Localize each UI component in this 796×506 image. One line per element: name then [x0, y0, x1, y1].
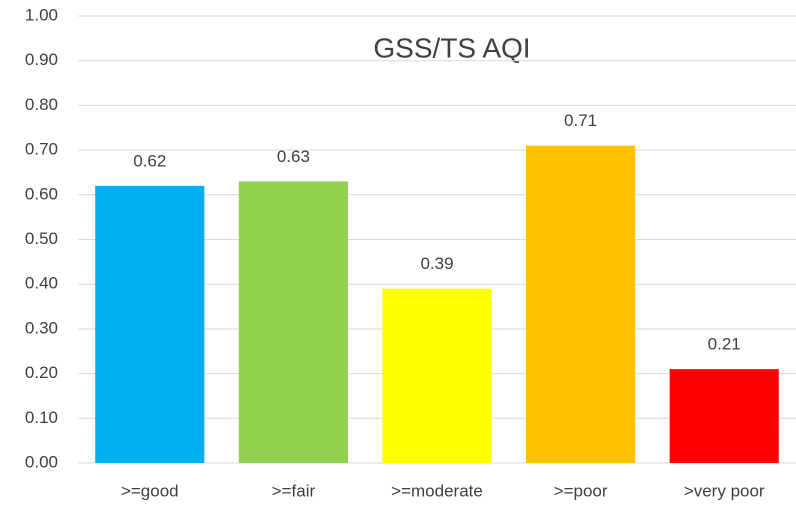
- y-tick-label: 0.10: [25, 408, 58, 427]
- y-tick-label: 0.00: [25, 452, 58, 471]
- data-label: 0.63: [277, 147, 310, 166]
- y-tick-label: 0.30: [25, 318, 58, 337]
- bar: [95, 185, 205, 464]
- data-label: 0.21: [708, 335, 741, 354]
- bar: [238, 181, 348, 463]
- x-tick-label: >=good: [121, 481, 179, 500]
- bar: [382, 288, 492, 463]
- y-tick-label: 0.50: [25, 229, 58, 248]
- data-label: 0.62: [133, 151, 166, 170]
- y-tick-label: 0.60: [25, 184, 58, 203]
- x-tick-label: >=moderate: [391, 481, 483, 500]
- y-tick-label: 0.20: [25, 363, 58, 382]
- x-tick-label: >=fair: [272, 481, 316, 500]
- x-tick-label: >=poor: [554, 481, 608, 500]
- data-label: 0.71: [564, 111, 597, 130]
- y-tick-label: 0.90: [25, 50, 58, 69]
- chart-title: GSS/TS AQI: [373, 32, 530, 63]
- y-tick-label: 0.80: [25, 95, 58, 114]
- x-tick-label: >very poor: [684, 481, 765, 500]
- data-label: 0.39: [420, 254, 453, 273]
- bar: [669, 369, 779, 463]
- y-tick-label: 0.70: [25, 140, 58, 159]
- bar: [526, 145, 636, 463]
- y-tick-label: 1.00: [25, 5, 58, 24]
- y-tick-label: 0.40: [25, 274, 58, 293]
